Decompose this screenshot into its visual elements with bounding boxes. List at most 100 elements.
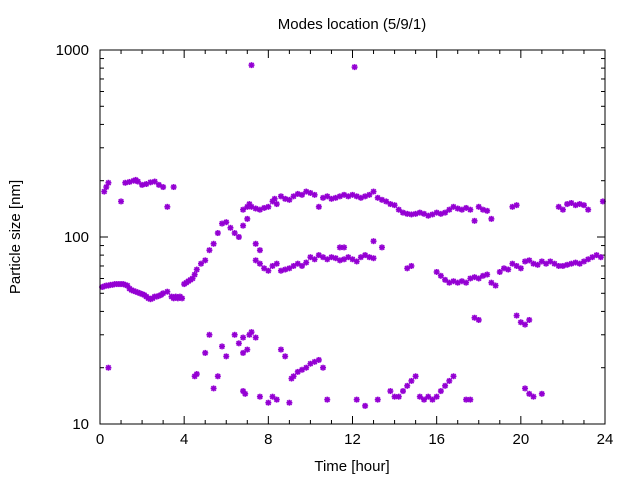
data-point	[303, 259, 310, 266]
data-point	[252, 240, 259, 247]
data-point	[290, 262, 297, 269]
data-point	[362, 252, 369, 259]
data-point	[210, 240, 217, 247]
data-point	[164, 288, 171, 295]
x-tick-label: 0	[96, 431, 104, 448]
data-point	[240, 206, 247, 213]
data-point	[475, 275, 482, 282]
data-point	[442, 209, 449, 216]
data-point	[496, 268, 503, 275]
data-point	[118, 198, 125, 205]
data-point	[328, 195, 335, 202]
data-point	[437, 272, 444, 279]
data-point	[219, 343, 226, 350]
data-point	[271, 195, 278, 202]
x-tick-label: 8	[264, 431, 272, 448]
data-point	[214, 230, 221, 237]
data-point	[450, 373, 457, 380]
data-point	[214, 373, 221, 380]
plot-frame	[99, 49, 606, 425]
data-point	[580, 202, 587, 209]
data-point	[408, 262, 415, 269]
data-point	[484, 207, 491, 214]
y-tick-label: 100	[64, 229, 89, 246]
data-point	[395, 206, 402, 213]
x-tick-label: 20	[512, 431, 529, 448]
data-point	[248, 329, 255, 336]
x-tick-label: 16	[428, 431, 445, 448]
data-point	[261, 265, 268, 272]
data-point	[240, 349, 247, 356]
data-point	[151, 178, 158, 185]
data-point	[290, 373, 297, 380]
data-point	[484, 271, 491, 278]
data-point	[341, 244, 348, 251]
data-point	[513, 312, 520, 319]
data-point	[555, 203, 562, 210]
axis-ticks	[99, 49, 606, 425]
data-point	[522, 385, 529, 392]
data-point	[240, 222, 247, 229]
data-point	[170, 184, 177, 191]
data-point	[463, 279, 470, 286]
data-point	[286, 265, 293, 272]
data-point	[530, 393, 537, 400]
data-point	[324, 193, 331, 200]
data-point	[559, 206, 566, 213]
data-point	[286, 196, 293, 203]
data-point	[517, 265, 524, 272]
data-point	[324, 396, 331, 403]
data-point	[248, 62, 255, 69]
data-point	[416, 393, 423, 400]
data-point	[412, 373, 419, 380]
data-point	[315, 356, 322, 363]
data-point	[273, 201, 280, 208]
data-point	[299, 191, 305, 198]
x-tick-label: 24	[597, 431, 614, 448]
data-point	[425, 393, 432, 400]
data-point	[429, 396, 436, 403]
data-point	[383, 198, 390, 205]
data-point	[513, 262, 520, 269]
data-point	[231, 230, 238, 237]
data-point	[387, 388, 394, 395]
y-tick-label: 1000	[56, 42, 89, 59]
tick-labels: 0 4 8 12 16 20 24 10 100 1000	[56, 42, 614, 448]
data-point	[433, 393, 440, 400]
data-point	[400, 388, 406, 395]
data-point	[206, 247, 213, 254]
data-point	[362, 402, 369, 409]
data-point	[223, 353, 230, 360]
data-point	[599, 198, 606, 205]
data-point	[134, 178, 141, 185]
data-point	[277, 346, 284, 353]
data-point	[242, 390, 249, 397]
data-point	[564, 201, 571, 208]
data-point	[265, 203, 272, 210]
data-point	[353, 396, 360, 403]
x-tick-label: 12	[344, 431, 361, 448]
data-point	[353, 258, 360, 265]
data-point	[538, 390, 545, 397]
data-point	[256, 247, 263, 254]
data-point	[471, 217, 478, 224]
data-point	[408, 211, 415, 218]
data-point	[475, 316, 482, 323]
data-point	[421, 396, 428, 403]
data-point	[227, 224, 234, 231]
data-point	[374, 396, 381, 403]
data-point	[526, 257, 533, 264]
data-point	[265, 399, 272, 406]
data-point	[315, 203, 322, 210]
data-point	[223, 219, 230, 226]
data-point	[244, 215, 251, 222]
data-point	[526, 390, 533, 397]
data-point	[191, 271, 198, 278]
data-point	[467, 396, 474, 403]
data-point	[437, 388, 444, 395]
data-point	[517, 319, 524, 326]
data-point	[311, 191, 318, 198]
data-point	[286, 399, 293, 406]
chart-title: Modes location (5/9/1)	[278, 16, 426, 33]
data-point	[206, 331, 213, 338]
